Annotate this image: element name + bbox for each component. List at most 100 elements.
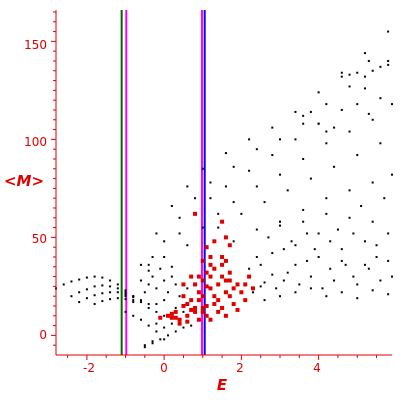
black-data-point: [109, 291, 112, 294]
black-data-point: [279, 295, 281, 298]
black-data-point: [371, 69, 374, 72]
red-data-point: [227, 278, 232, 283]
red-data-point: [220, 274, 225, 279]
red-data-point: [212, 302, 217, 307]
black-data-point: [147, 303, 150, 306]
red-data-point: [208, 262, 213, 267]
black-data-point: [279, 138, 281, 141]
red-data-point: [204, 313, 209, 318]
black-data-point: [147, 269, 150, 272]
black-data-point: [356, 103, 359, 106]
black-data-point: [217, 212, 220, 215]
red-data-point: [196, 317, 201, 322]
vertical-lines: [120, 10, 206, 355]
black-data-point: [209, 197, 212, 200]
black-data-point: [379, 65, 382, 68]
black-data-point: [309, 177, 312, 180]
black-data-point: [371, 118, 374, 121]
black-data-point: [348, 189, 351, 192]
black-data-point: [163, 314, 166, 317]
black-data-point: [163, 240, 166, 243]
black-data-point: [356, 283, 359, 286]
black-data-point: [344, 263, 347, 266]
black-data-point: [93, 303, 96, 306]
black-data-point: [147, 283, 150, 286]
black-data-point: [271, 273, 274, 276]
red-data-point: [189, 274, 194, 279]
red-data-point: [200, 309, 205, 314]
black-data-point: [85, 297, 88, 300]
red-data-point: [243, 282, 248, 287]
black-data-point: [391, 103, 393, 106]
black-data-point: [309, 275, 312, 278]
red-data-point: [196, 274, 201, 279]
black-data-point: [294, 138, 297, 141]
red-data-point: [193, 282, 198, 287]
x-axis-title: E: [217, 376, 228, 394]
black-data-point: [363, 75, 366, 78]
axes: [55, 10, 392, 356]
red-data-point: [177, 321, 182, 326]
black-data-point: [174, 330, 177, 333]
black-data-point: [333, 279, 336, 282]
red-data-point: [189, 298, 194, 303]
black-data-point: [294, 263, 297, 266]
black-data-point: [163, 279, 166, 282]
red-data-point: [220, 262, 225, 267]
black-data-point: [78, 301, 81, 304]
black-data-point: [363, 240, 366, 243]
black-data-point: [182, 310, 185, 313]
red-data-point: [169, 315, 174, 320]
black-data-point: [306, 232, 309, 235]
black-data-point: [155, 303, 158, 306]
red-data-point: [193, 309, 198, 314]
black-data-point: [317, 122, 320, 125]
black-data-point: [363, 263, 366, 266]
red-data-point: [208, 286, 213, 291]
red-data-point: [239, 290, 244, 295]
black-data-point: [371, 289, 374, 292]
black-data-point: [132, 301, 135, 304]
black-data-point: [271, 154, 274, 157]
black-data-point: [151, 342, 154, 345]
red-data-point: [185, 313, 190, 318]
black-data-point: [143, 291, 146, 294]
black-data-point: [147, 306, 150, 309]
red-data-point: [208, 274, 213, 279]
black-data-point: [387, 63, 390, 66]
black-data-point: [116, 287, 119, 290]
red-data-point: [204, 245, 209, 250]
black-data-point: [387, 259, 390, 262]
black-data-point: [163, 326, 166, 329]
black-data-point: [348, 73, 351, 76]
black-data-point: [356, 297, 359, 300]
black-data-point: [325, 197, 328, 200]
red-data-point: [193, 211, 198, 216]
black-data-point: [151, 255, 154, 258]
black-data-point: [124, 289, 127, 292]
red-data-point: [223, 258, 228, 263]
black-data-point: [340, 71, 343, 74]
black-data-point: [174, 283, 177, 286]
black-data-point: [317, 232, 320, 235]
red-data-point: [185, 319, 190, 324]
black-data-point: [209, 181, 212, 184]
black-data-point: [159, 338, 162, 341]
red-data-point: [235, 282, 240, 287]
black-data-point: [302, 208, 305, 211]
black-data-point: [201, 167, 204, 170]
black-data-point: [170, 322, 173, 325]
black-data-point: [367, 267, 370, 270]
black-data-point: [155, 232, 158, 235]
black-data-point: [336, 228, 339, 231]
black-data-point: [124, 293, 127, 296]
black-data-point: [124, 291, 127, 294]
black-data-point: [116, 297, 119, 300]
black-data-point: [325, 212, 328, 215]
black-data-point: [232, 240, 235, 243]
black-data-point: [387, 293, 390, 296]
black-data-point: [371, 220, 374, 223]
black-data-point: [317, 255, 320, 258]
black-data-point: [387, 232, 390, 235]
red-data-point: [177, 317, 182, 322]
